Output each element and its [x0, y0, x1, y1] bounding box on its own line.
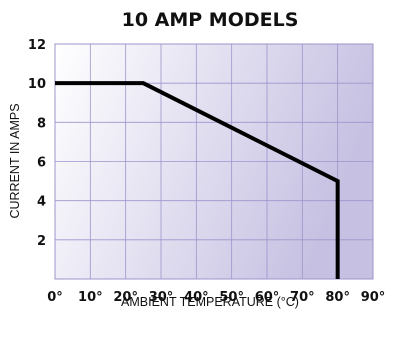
x-tick-label: 90°: [361, 290, 386, 305]
x-tick-label: 20°: [113, 290, 138, 305]
grid: [54, 43, 374, 280]
x-tick-label: 50°: [219, 290, 244, 305]
x-tick-labels: 0° 10° 20° 30° 40° 50° 60° 70° 80° 90°: [47, 290, 385, 305]
x-tick-label: 70°: [290, 290, 315, 305]
y-tick-label: 4: [37, 195, 46, 210]
series-line: [55, 81, 340, 279]
y-axis-label: CURRENT IN AMPS: [8, 103, 22, 218]
y-tick-labels: 2 4 6 8 10 12: [28, 38, 46, 249]
x-tick-label: 80°: [325, 290, 350, 305]
chart-title: 10 AMP MODELS: [122, 9, 299, 31]
y-tick-label: 10: [28, 77, 46, 92]
x-axis-label: AMBIENT TEMPERATURE (°C): [121, 295, 299, 309]
y-tick-label: 6: [37, 156, 46, 171]
y-tick-label: 2: [37, 234, 46, 249]
x-tick-label: 0°: [47, 290, 63, 305]
series: [55, 81, 340, 279]
x-tick-label: 40°: [184, 290, 209, 305]
y-tick-label: 12: [28, 38, 46, 53]
y-tick-label: 8: [37, 116, 46, 131]
plot-border: [54, 43, 374, 280]
x-tick-label: 60°: [255, 290, 280, 305]
x-tick-label: 30°: [149, 290, 174, 305]
x-tick-label: 10°: [78, 290, 103, 305]
